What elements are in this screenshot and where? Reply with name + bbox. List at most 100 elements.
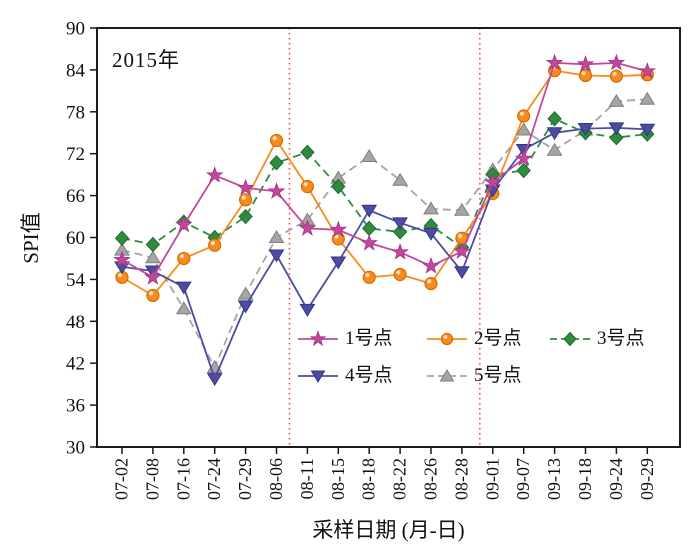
triangle-down-marker-icon bbox=[639, 123, 656, 137]
circle-marker-highlight bbox=[272, 136, 277, 141]
chart-year-annotation: 2015年 bbox=[112, 48, 180, 72]
y-tick-label: 48 bbox=[66, 312, 85, 333]
y-tick-label: 42 bbox=[66, 354, 85, 375]
star-marker-icon bbox=[453, 242, 471, 259]
circle-marker-highlight bbox=[365, 273, 370, 278]
y-tick-label: 78 bbox=[66, 102, 85, 123]
x-tick-label: 09-01 bbox=[482, 458, 502, 500]
x-tick-label: 07-08 bbox=[142, 458, 162, 500]
triangle-down-marker-icon bbox=[392, 217, 408, 231]
y-axis-title: SPI值 bbox=[19, 212, 43, 264]
legend-item-4: 4号点 bbox=[296, 366, 393, 385]
x-tick-label: 08-22 bbox=[390, 458, 410, 500]
star-marker-icon bbox=[607, 53, 626, 71]
star-marker-icon bbox=[391, 242, 409, 260]
circle-marker-highlight bbox=[149, 291, 154, 296]
x-tick-label: 07-29 bbox=[235, 458, 255, 500]
triangle-down-marker-icon bbox=[608, 122, 625, 136]
legend-marker-triangle-down bbox=[298, 370, 338, 383]
star-marker-icon bbox=[422, 256, 440, 274]
circle-marker-highlight bbox=[179, 254, 185, 259]
star-marker-icon bbox=[360, 233, 378, 251]
circle-marker-icon bbox=[578, 68, 593, 83]
triangle-down-marker-icon bbox=[577, 123, 594, 137]
y-tick-label: 90 bbox=[66, 19, 85, 40]
triangle-up-marker-icon bbox=[439, 369, 455, 382]
series-line-3号点 bbox=[121, 117, 648, 249]
circle-marker-icon bbox=[239, 193, 253, 207]
diamond-marker-icon bbox=[238, 208, 253, 225]
legend-label: 3号点 bbox=[597, 328, 645, 349]
series-line-4号点 bbox=[121, 127, 648, 380]
x-tick-label: 08-18 bbox=[359, 458, 379, 500]
triangle-up-marker-icon bbox=[237, 286, 254, 300]
triangle-down-marker-icon bbox=[310, 370, 326, 383]
circle-marker-highlight bbox=[210, 240, 215, 246]
legend-marker-diamond bbox=[550, 331, 590, 347]
diamond-marker-icon bbox=[269, 155, 284, 171]
circle-marker-icon bbox=[424, 276, 438, 291]
circle-marker-highlight bbox=[458, 233, 463, 239]
diamond-marker-icon bbox=[563, 331, 577, 347]
circle-marker-highlight bbox=[241, 195, 246, 200]
y-tick-label: 66 bbox=[66, 186, 85, 207]
star-marker-icon bbox=[267, 182, 286, 199]
legend-label: 1号点 bbox=[345, 328, 393, 349]
circle-marker-highlight bbox=[443, 335, 448, 339]
circle-marker-highlight bbox=[581, 71, 586, 76]
star-marker-icon bbox=[298, 219, 317, 236]
y-tick-label: 36 bbox=[66, 396, 85, 417]
star-marker-icon bbox=[545, 53, 564, 71]
x-tick-label: 08-11 bbox=[297, 458, 317, 499]
circle-marker-highlight bbox=[612, 71, 617, 77]
triangle-up-marker-icon bbox=[454, 202, 470, 216]
triangle-up-marker-icon bbox=[268, 230, 285, 243]
star-marker-icon bbox=[205, 166, 224, 183]
star-marker-icon bbox=[576, 55, 595, 72]
y-tick-label: 30 bbox=[66, 438, 85, 459]
plot-frame bbox=[96, 27, 681, 448]
circle-marker-highlight bbox=[427, 279, 432, 284]
circle-marker-icon bbox=[440, 332, 454, 346]
triangle-up-marker-icon bbox=[423, 201, 439, 215]
circle-marker-highlight bbox=[334, 234, 339, 239]
diamond-marker-icon bbox=[331, 178, 346, 195]
triangle-down-marker-icon bbox=[175, 281, 192, 295]
triangle-up-marker-icon bbox=[608, 93, 625, 107]
legend-item-5: 5号点 bbox=[425, 366, 522, 385]
diamond-marker-icon bbox=[392, 224, 408, 240]
triangle-down-marker-icon bbox=[299, 303, 316, 317]
x-tick-label: 09-07 bbox=[513, 458, 533, 500]
triangle-down-marker-icon bbox=[361, 204, 378, 218]
triangle-down-marker-icon bbox=[454, 266, 470, 280]
triangle-down-marker-icon bbox=[237, 300, 254, 314]
triangle-down-marker-icon bbox=[330, 256, 347, 270]
x-tick-label: 08-06 bbox=[266, 458, 286, 500]
legend-marker-circle bbox=[427, 332, 467, 346]
x-axis-title: 采样日期 (月-日) bbox=[312, 518, 465, 542]
series-line-1号点 bbox=[121, 62, 648, 279]
circle-marker-icon bbox=[300, 179, 314, 194]
triangle-down-marker-icon bbox=[423, 227, 439, 241]
x-tick-label: 08-28 bbox=[451, 458, 471, 500]
diamond-marker-icon bbox=[516, 162, 531, 179]
y-tick-label: 54 bbox=[66, 270, 86, 291]
diamond-marker-icon bbox=[114, 230, 130, 246]
diamond-marker-icon bbox=[300, 144, 315, 161]
triangle-up-marker-icon bbox=[546, 142, 563, 156]
x-tick-label: 07-16 bbox=[173, 458, 193, 500]
x-tick-label: 09-29 bbox=[637, 458, 657, 500]
series-line-5号点 bbox=[121, 98, 648, 369]
triangle-up-marker-icon bbox=[515, 122, 532, 136]
legend-item-2: 2号点 bbox=[425, 329, 522, 348]
circle-marker-icon bbox=[146, 288, 160, 303]
legend-item-3: 3号点 bbox=[548, 328, 645, 349]
x-tick-label: 09-13 bbox=[544, 458, 564, 500]
legend-marker-triangle-up bbox=[427, 369, 467, 382]
star-marker-icon bbox=[329, 220, 348, 238]
x-tick-label: 08-15 bbox=[328, 458, 348, 500]
x-tick-label: 07-24 bbox=[204, 458, 224, 500]
circle-marker-highlight bbox=[303, 182, 308, 187]
